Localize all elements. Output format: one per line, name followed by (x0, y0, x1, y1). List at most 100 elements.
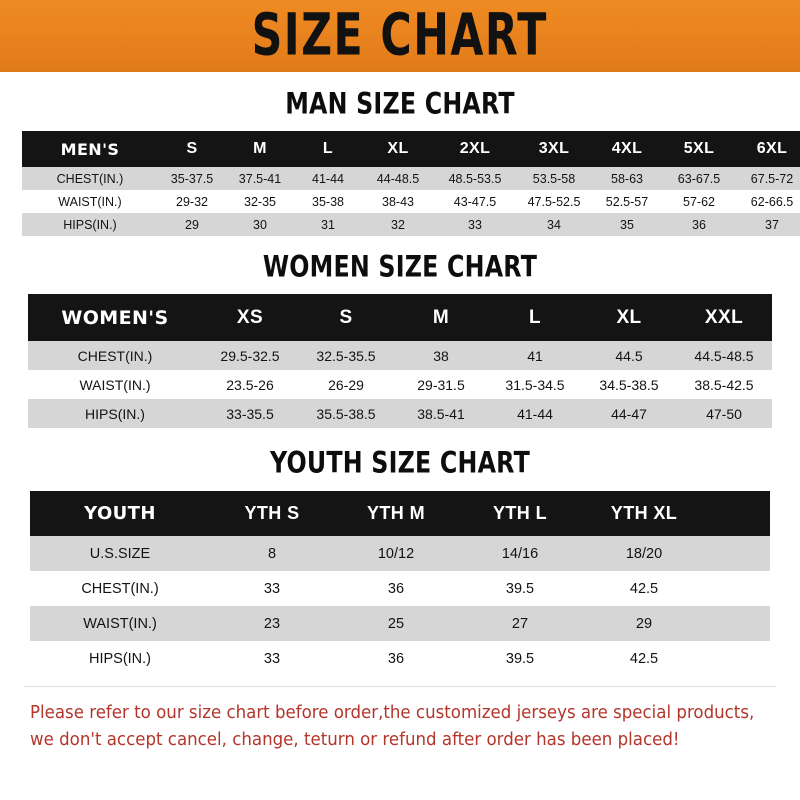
women-row-label-hips: HIPS(IN.) (85, 405, 145, 422)
men-chest-2xl: 48.5-53.5 (448, 171, 502, 186)
men-waist-l: 35-38 (312, 194, 344, 209)
men-chest-5xl: 63-67.5 (677, 171, 721, 186)
men-col-l: L (322, 140, 334, 157)
youth-chest-s: 33 (263, 580, 281, 597)
youth-ussize-s: 8 (267, 545, 277, 562)
men-waist-2xl: 43-47.5 (453, 194, 497, 209)
women-chest-xxl: 44.5-48.5 (694, 347, 754, 364)
women-chest-l: 41 (527, 347, 543, 364)
women-hips-xl: 44-47 (611, 405, 647, 422)
women-col-m: M (432, 306, 450, 328)
women-waist-xxl: 38.5-42.5 (694, 376, 754, 393)
youth-hips-l: 39.5 (505, 650, 535, 667)
men-waist-s: 29-32 (176, 194, 208, 209)
banner: SIZE CHART (0, 0, 800, 72)
men-chest-3xl: 53.5-58 (532, 171, 576, 186)
table-row: CHEST(IN.) 29.5-32.5 32.5-35.5 38 41 44.… (28, 341, 772, 370)
men-chest-4xl: 58-63 (611, 171, 643, 186)
women-size-table: WOMEN'S XS S M L XL XXL CHEST(IN.) 29.5-… (28, 294, 772, 428)
women-hips-s: 35.5-38.5 (316, 405, 376, 422)
men-chest-m: 37.5-41 (238, 171, 282, 186)
women-section-title: WOMEN SIZE CHART (262, 249, 538, 284)
women-col-xs: XS (236, 306, 264, 328)
men-col-5xl: 5XL (683, 140, 715, 157)
youth-row-label-us-size: U.S.SIZE (89, 545, 151, 562)
men-hips-l: 31 (321, 217, 335, 232)
men-hips-6xl: 37 (765, 217, 779, 232)
note-line-2: we don't accept cancel, change, teturn o… (30, 730, 680, 751)
women-col-l: L (528, 306, 541, 328)
women-hips-xxl: 47-50 (706, 405, 742, 422)
table-row: WAIST(IN.) 23 25 27 29 (30, 606, 770, 641)
youth-waist-l: 27 (511, 615, 529, 632)
youth-row-label-hips: HIPS(IN.) (88, 650, 152, 667)
women-chest-xl: 44.5 (615, 347, 643, 364)
men-size-table: MEN'S S M L XL 2XL 3XL 4XL 5XL 6XL CHEST… (22, 131, 800, 236)
men-hips-5xl: 36 (692, 217, 706, 232)
youth-header-row: YOUTH YTH S YTH M YTH L YTH XL (30, 491, 770, 536)
women-waist-m: 29-31.5 (417, 376, 465, 393)
youth-row-label-chest: CHEST(IN.) (81, 580, 159, 597)
women-chest-m: 38 (433, 347, 449, 364)
women-row-label-waist: WAIST(IN.) (79, 376, 151, 393)
men-chest-6xl: 67.5-72 (750, 171, 794, 186)
youth-header-label: YOUTH (84, 503, 156, 524)
women-col-xl: XL (616, 306, 642, 328)
youth-col-yth-m: YTH M (367, 503, 425, 523)
youth-col-yth-l: YTH L (493, 503, 547, 523)
men-col-4xl: 4XL (611, 140, 643, 157)
youth-chest-m: 36 (387, 580, 405, 597)
women-waist-xl: 34.5-38.5 (599, 376, 659, 393)
men-chest-l: 41-44 (312, 171, 344, 186)
youth-chest-xl: 42.5 (629, 580, 659, 597)
youth-col-spacer (706, 491, 770, 536)
youth-chest-spacer (706, 571, 770, 606)
women-hips-l: 41-44 (517, 405, 553, 422)
women-row-label-chest: CHEST(IN.) (77, 347, 153, 364)
men-waist-6xl: 62-66.5 (750, 194, 794, 209)
youth-ussize-spacer (706, 536, 770, 571)
men-header-row: MEN'S S M L XL 2XL 3XL 4XL 5XL 6XL (22, 131, 800, 167)
men-hips-3xl: 34 (547, 217, 561, 232)
youth-col-yth-xl: YTH XL (610, 503, 678, 523)
men-row-label-chest: CHEST(IN.) (56, 171, 124, 186)
men-col-3xl: 3XL (538, 140, 570, 157)
youth-section-title: YOUTH SIZE CHART (269, 445, 530, 480)
youth-waist-spacer (706, 606, 770, 641)
youth-hips-spacer (706, 641, 770, 676)
youth-ussize-m: 10/12 (377, 545, 415, 562)
women-header-label: WOMEN'S (61, 306, 169, 329)
men-col-2xl: 2XL (459, 140, 491, 157)
women-col-xxl: XXL (704, 306, 744, 328)
table-row: HIPS(IN.) 33-35.5 35.5-38.5 38.5-41 41-4… (28, 399, 772, 428)
youth-hips-s: 33 (263, 650, 281, 667)
women-chest-s: 32.5-35.5 (316, 347, 376, 364)
men-waist-4xl: 52.5-57 (605, 194, 649, 209)
youth-waist-xl: 29 (635, 615, 653, 632)
men-hips-xl: 32 (391, 217, 405, 232)
men-col-m: M (253, 140, 267, 157)
women-waist-l: 31.5-34.5 (505, 376, 565, 393)
men-col-s: S (186, 140, 198, 157)
table-row: HIPS(IN.) 33 36 39.5 42.5 (30, 641, 770, 676)
order-policy-note: Please refer to our size chart before or… (30, 700, 755, 754)
women-hips-m: 38.5-41 (417, 405, 465, 422)
table-row: CHEST(IN.) 33 36 39.5 42.5 (30, 571, 770, 606)
table-row: HIPS(IN.) 29 30 31 32 33 34 35 36 37 (22, 213, 800, 236)
men-hips-4xl: 35 (620, 217, 634, 232)
table-row: U.S.SIZE 8 10/12 14/16 18/20 (30, 536, 770, 571)
table-row: WAIST(IN.) 29-32 32-35 35-38 38-43 43-47… (22, 190, 800, 213)
table-row: WAIST(IN.) 23.5-26 26-29 29-31.5 31.5-34… (28, 370, 772, 399)
men-hips-m: 30 (253, 217, 267, 232)
men-chest-s: 35-37.5 (170, 171, 214, 186)
footer-divider (24, 686, 776, 687)
youth-size-table: YOUTH YTH S YTH M YTH L YTH XL U.S.SIZE … (30, 491, 770, 676)
youth-waist-m: 25 (387, 615, 405, 632)
men-waist-3xl: 47.5-52.5 (527, 194, 581, 209)
men-hips-2xl: 33 (468, 217, 482, 232)
note-line-1: Please refer to our size chart before or… (30, 703, 755, 723)
youth-chest-l: 39.5 (505, 580, 535, 597)
youth-hips-xl: 42.5 (629, 650, 659, 667)
table-row: CHEST(IN.) 35-37.5 37.5-41 41-44 44-48.5… (22, 167, 800, 190)
youth-row-label-waist: WAIST(IN.) (83, 615, 157, 632)
